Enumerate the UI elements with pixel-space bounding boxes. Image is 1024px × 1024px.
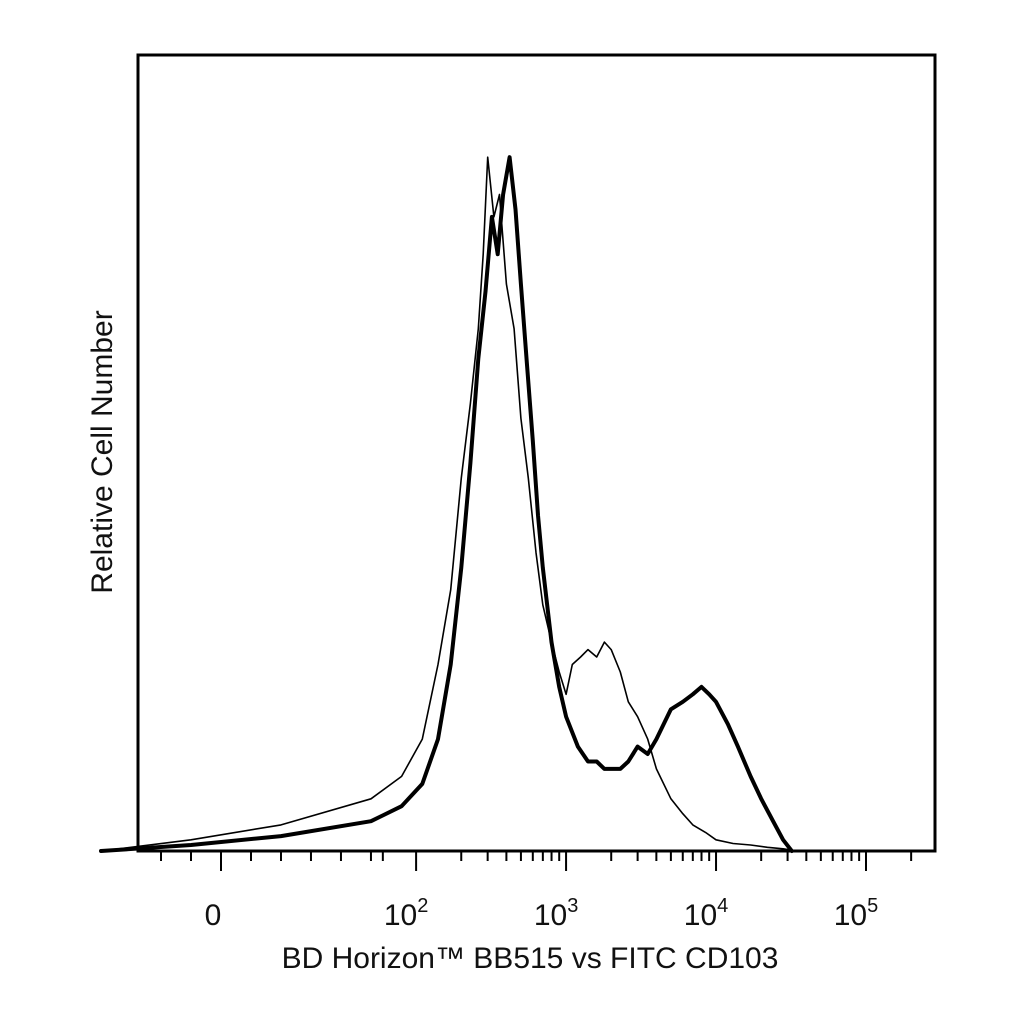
histogram-line-thin	[100, 156, 799, 852]
y-axis-label: Relative Cell Number	[86, 310, 119, 593]
series-layer	[99, 155, 799, 853]
histogram-line-thick	[99, 155, 794, 853]
x-tick-labels: 0 102 103 104 105	[205, 895, 879, 932]
x-tick-label: 105	[834, 895, 879, 932]
plot-frame	[136, 53, 937, 853]
x-tick-label: 103	[534, 895, 579, 932]
x-tick-label: 104	[684, 895, 729, 932]
x-tick-label: 0	[205, 899, 222, 932]
x-tick-label: 102	[384, 895, 429, 932]
x-axis-label: BD Horizon™ BB515 vs FITC CD103	[282, 942, 779, 975]
x-major-ticks	[220, 851, 867, 871]
x-minor-ticks	[160, 851, 913, 861]
